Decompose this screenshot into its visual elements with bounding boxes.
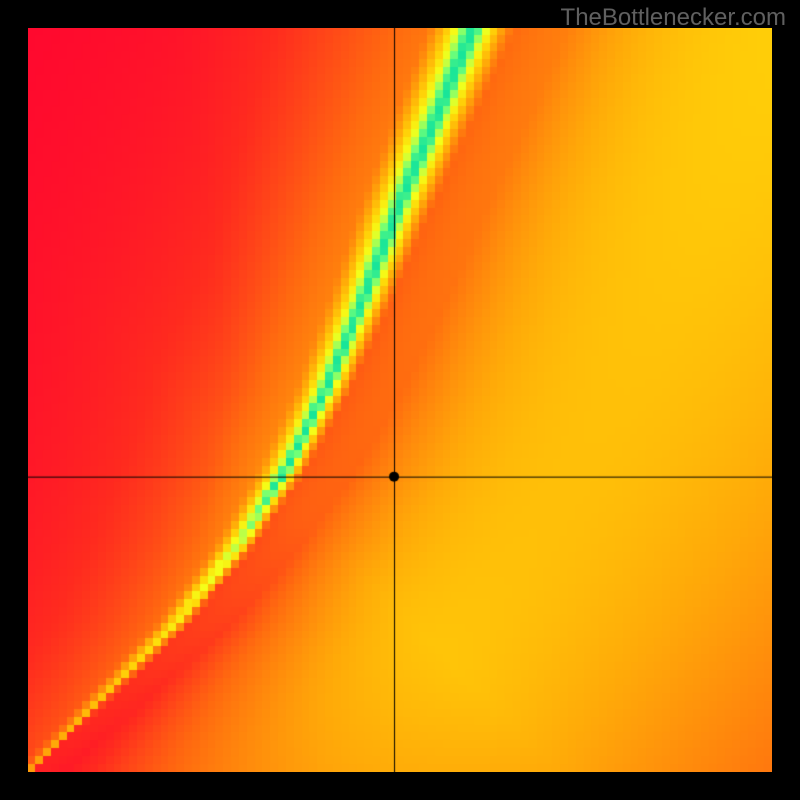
crosshair-overlay xyxy=(28,28,772,772)
figure-container: TheBottlenecker.com xyxy=(0,0,800,800)
watermark-text: TheBottlenecker.com xyxy=(561,4,786,32)
